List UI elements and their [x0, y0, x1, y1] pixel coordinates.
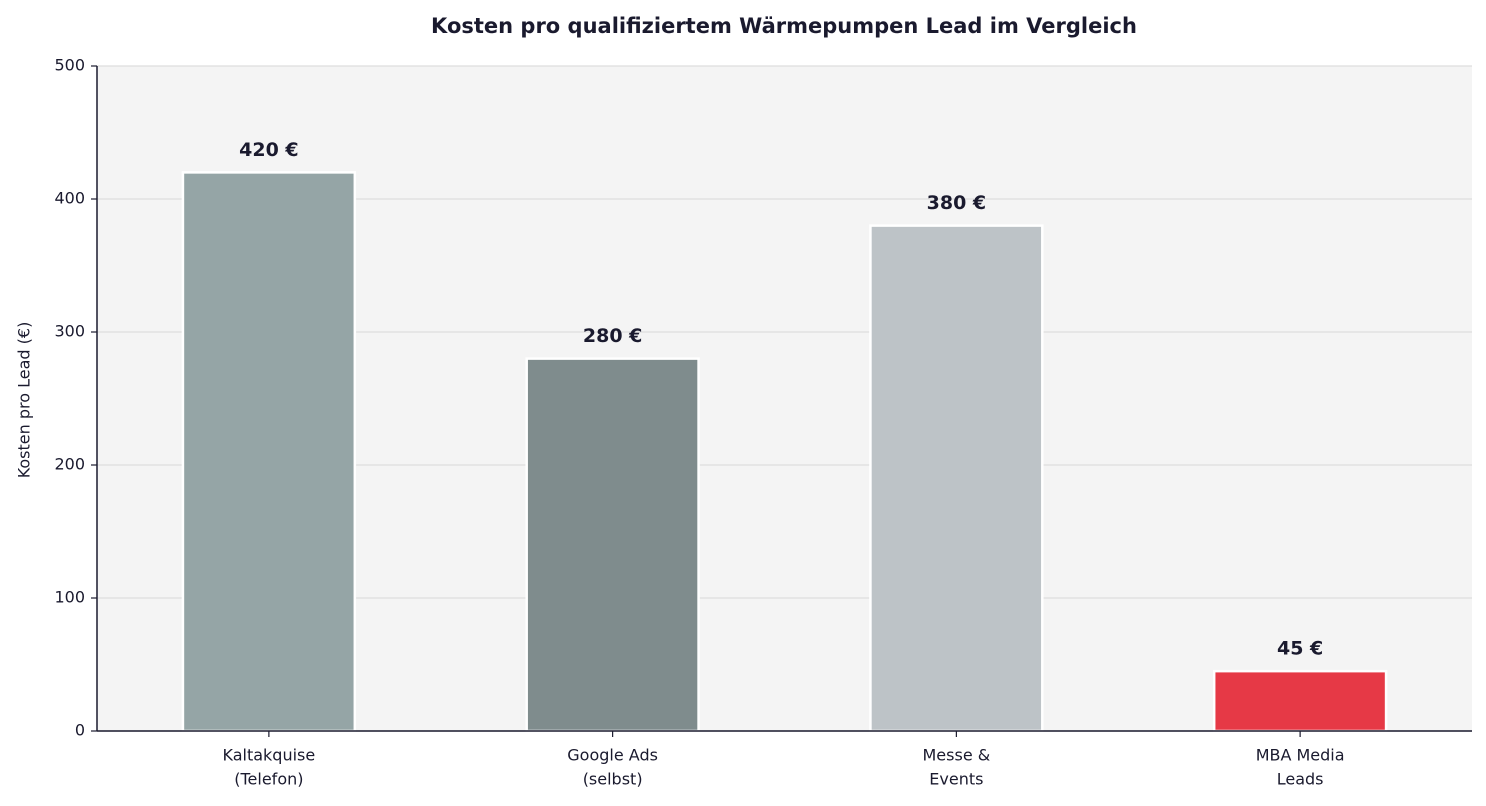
x-tick-label: Messe & — [923, 746, 991, 765]
x-tick-label: MBA Media — [1256, 746, 1345, 765]
bar — [869, 224, 1044, 733]
x-tick-label: Leads — [1277, 770, 1324, 789]
x-tick-label: (Telefon) — [234, 770, 303, 789]
y-tick-label: 400 — [54, 189, 85, 208]
x-tick-label: Google Ads — [567, 746, 658, 765]
bar — [1212, 669, 1388, 733]
x-tick-label: (selbst) — [583, 770, 643, 789]
value-label: 420 € — [239, 139, 299, 161]
bar — [525, 357, 700, 733]
value-label: 45 € — [1277, 638, 1323, 660]
y-tick-label: 500 — [54, 56, 85, 75]
chart-title: Kosten pro qualifiziertem Wärmepumpen Le… — [431, 14, 1137, 38]
x-tick-label: Kaltakquise — [223, 746, 316, 765]
bar — [181, 171, 357, 733]
value-label: 280 € — [583, 325, 643, 347]
y-tick-label: 100 — [54, 588, 85, 607]
y-tick-label: 0 — [75, 721, 85, 740]
y-tick-label: 200 — [54, 455, 85, 474]
y-axis-label: Kosten pro Lead (€) — [15, 322, 34, 479]
value-label: 380 € — [927, 192, 987, 214]
x-tick-label: Events — [929, 770, 983, 789]
y-tick-label: 300 — [54, 322, 85, 341]
